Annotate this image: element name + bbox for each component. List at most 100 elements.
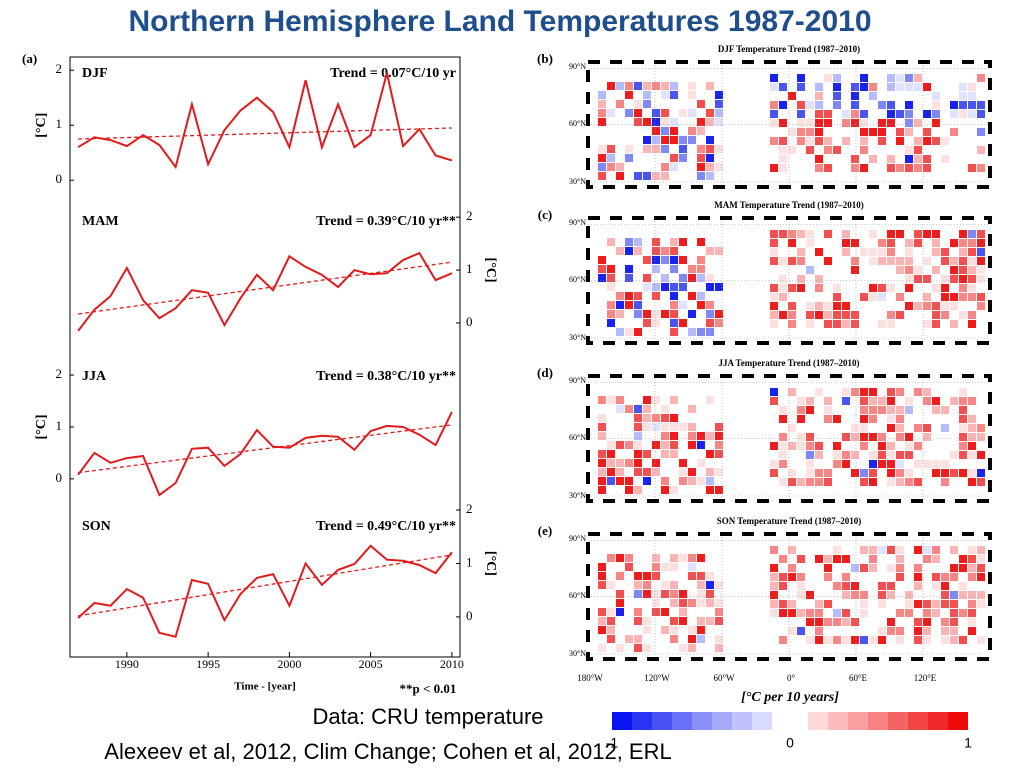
- map-cell: [598, 109, 606, 117]
- map-cell: [842, 433, 850, 441]
- map-cell: [634, 572, 642, 580]
- map-cell: [977, 275, 985, 283]
- map-cell: [652, 136, 660, 144]
- x-axis-label: Time - [year]: [234, 681, 296, 693]
- map-cell: [860, 293, 868, 301]
- map-cell: [806, 618, 814, 626]
- map-cell: [670, 154, 678, 162]
- map-cell: [842, 110, 850, 118]
- map-cell: [887, 564, 895, 572]
- map-cell: [661, 441, 669, 449]
- map-cell: [977, 555, 985, 563]
- map-cell: [670, 310, 678, 318]
- map-cell: [887, 415, 895, 423]
- map-cell: [806, 478, 814, 486]
- map-cell: [923, 424, 931, 432]
- map-cell: [688, 432, 696, 440]
- map-cell: [643, 581, 651, 589]
- map-cell: [950, 293, 958, 301]
- map-cell: [598, 581, 606, 589]
- map-cell: [652, 441, 660, 449]
- map-cell: [887, 257, 895, 265]
- map-cell: [851, 591, 859, 599]
- map-cell: [625, 405, 633, 413]
- map-cell: [959, 311, 967, 319]
- map-cell: [770, 591, 778, 599]
- map-cell: [779, 257, 787, 265]
- map-cell: [598, 256, 606, 264]
- map-cell: [878, 451, 886, 459]
- map-cell: [869, 564, 877, 572]
- map-cell: [806, 266, 814, 274]
- map-cell: [625, 563, 633, 571]
- colorbar-swatch: [632, 712, 652, 730]
- map-cell: [706, 599, 714, 607]
- slide-title: Northern Hemisphere Land Temperatures 19…: [128, 5, 871, 38]
- map-cell: [706, 572, 714, 580]
- map-cell: [815, 442, 823, 450]
- map-cell: [652, 459, 660, 467]
- map-cell: [679, 145, 687, 153]
- map-cell: [851, 636, 859, 644]
- map-cell: [661, 432, 669, 440]
- map-cell: [779, 433, 787, 441]
- map-cell: [688, 328, 696, 336]
- map-cell: [950, 110, 958, 118]
- map-cell: [887, 451, 895, 459]
- map-cell: [914, 627, 922, 635]
- map-cell: [670, 626, 678, 634]
- map-frame: [586, 216, 992, 345]
- map-cell: [869, 478, 877, 486]
- map-cell: [670, 238, 678, 246]
- trend-annotation: Trend = 0.07°C/10 yr: [330, 66, 456, 81]
- map-cell: [652, 468, 660, 476]
- map-cell: [851, 433, 859, 441]
- map-cell: [779, 573, 787, 581]
- map-cell: [652, 265, 660, 273]
- map-cell: [896, 230, 904, 238]
- colorbar-swatch: [612, 712, 632, 730]
- map-cell: [869, 451, 877, 459]
- map-cell: [634, 459, 642, 467]
- map-cell: [977, 257, 985, 265]
- map-cell: [950, 275, 958, 283]
- map-cell: [905, 164, 913, 172]
- map-cell: [806, 119, 814, 127]
- map-cell: [806, 302, 814, 310]
- map-cell: [634, 441, 642, 449]
- map-cell: [697, 328, 705, 336]
- map-cell: [643, 100, 651, 108]
- map-cell: [706, 450, 714, 458]
- map-cell: [779, 164, 787, 172]
- map-cell: [607, 441, 615, 449]
- map-cell: [869, 433, 877, 441]
- map-cell: [679, 136, 687, 144]
- map-cell: [977, 293, 985, 301]
- map-cell: [914, 155, 922, 163]
- map-cell: [896, 83, 904, 91]
- colorbar-tick-label: 1: [964, 735, 972, 751]
- map-cell: [878, 460, 886, 468]
- map-cell: [842, 609, 850, 617]
- map-cell: [634, 617, 642, 625]
- map-cell: [697, 590, 705, 598]
- latitude-label: 90°N: [569, 62, 586, 71]
- map-cell: [661, 256, 669, 264]
- map-cell: [652, 554, 660, 562]
- map-cell: [779, 460, 787, 468]
- map-cell: [779, 137, 787, 145]
- map-cell: [833, 636, 841, 644]
- y-tick-label: 0: [56, 470, 63, 485]
- map-cell: [770, 388, 778, 396]
- map-cell: [932, 137, 940, 145]
- map-cell: [607, 459, 615, 467]
- map-cell: [643, 477, 651, 485]
- map-cell: [779, 636, 787, 644]
- map-cell: [797, 478, 805, 486]
- map-cell: [896, 406, 904, 414]
- map-cell: [688, 554, 696, 562]
- map-cell: [968, 609, 976, 617]
- map-cell: [797, 128, 805, 136]
- map-cell: [941, 155, 949, 163]
